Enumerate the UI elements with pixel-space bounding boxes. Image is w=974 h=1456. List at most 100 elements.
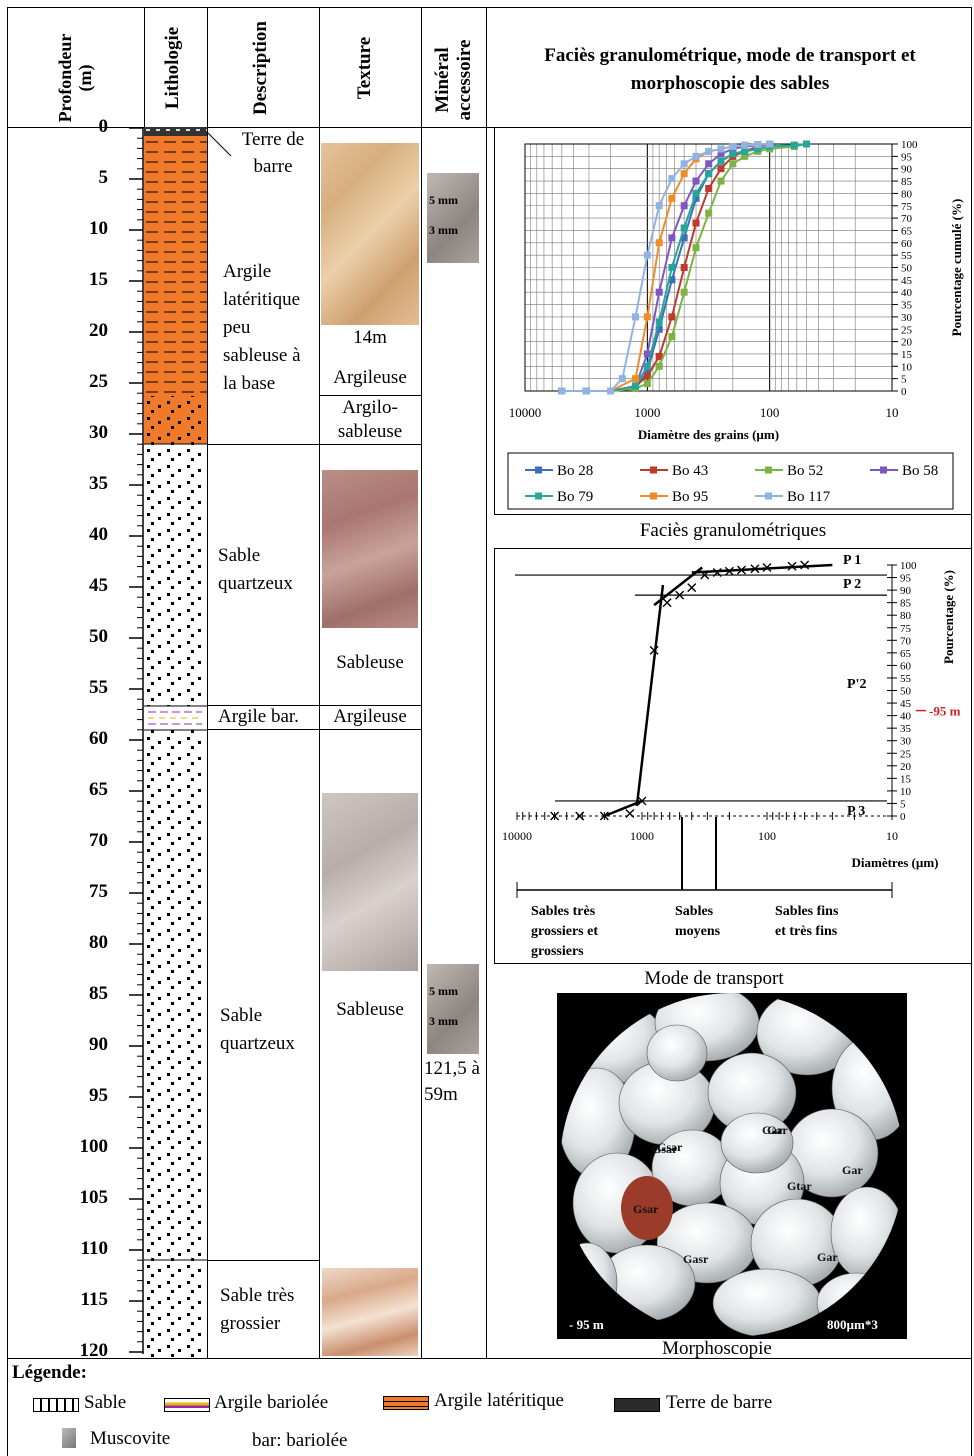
legend-muscovite-label: Muscovite	[90, 1428, 171, 1449]
chart1-point	[655, 352, 663, 360]
grain-label: Gsar	[633, 1202, 659, 1216]
chart2-y-tick: 90	[900, 585, 912, 597]
desc-terre-de-barre: Terre de barre	[241, 129, 305, 177]
depth-label: 10	[89, 218, 108, 239]
chart1-point	[754, 145, 762, 153]
chart2-xlabel: Diamètres (µm)	[851, 855, 938, 870]
depth-label: 75	[89, 881, 108, 902]
chart1-point	[766, 140, 774, 148]
chart1-line	[561, 143, 770, 392]
chart1-grid: 0510152025303540455055606570758085909510…	[524, 139, 918, 398]
chart1-y-tick: 70	[901, 213, 913, 225]
chart1-legend-label: Bo 95	[672, 489, 708, 505]
chart2-x-tick: 10	[886, 829, 898, 843]
chart1-y-tick: 75	[901, 201, 913, 213]
chart2-x-tick: 10000	[502, 829, 532, 843]
chart1-y-tick: 30	[901, 312, 913, 324]
muscovite-photo-2: 5 mm 3 mm	[427, 964, 479, 1054]
legend-sable-label: Sable	[84, 1392, 127, 1413]
chart1-legend: Bo 28 Bo 43 Bo 52 Bo 58 Bo 79 Bo 95 Bo 117	[507, 452, 954, 510]
texture-photo-argileuse	[321, 143, 419, 325]
chart1-point	[717, 157, 725, 165]
depth-label: 55	[89, 677, 108, 698]
chart1-point	[643, 362, 651, 370]
chart1-point	[631, 313, 639, 321]
chart1-x-tick: 1000	[634, 405, 660, 420]
chart2-y-tick: 40	[900, 711, 912, 723]
chart1-point	[680, 224, 688, 232]
depth-scale	[129, 127, 144, 1354]
chart1-x-tick: 10000	[509, 405, 542, 420]
legend-muscovite-swatch	[62, 1428, 76, 1448]
chart1-point	[655, 288, 663, 296]
chart1-xlabel: Diamètre des grains (µm)	[638, 427, 779, 442]
depth-label: 105	[79, 1187, 109, 1208]
chart1-point	[680, 288, 688, 296]
header-bottom-border	[7, 127, 971, 128]
chart1-point	[717, 150, 725, 158]
desc-argile-bar: Argile bar.	[218, 706, 299, 727]
chart2-marker: -95 m	[929, 704, 961, 719]
chart1-y-tick: 40	[901, 287, 913, 299]
chart2-point	[575, 811, 585, 821]
depth-label: 110	[80, 1238, 108, 1259]
chart1-point	[631, 382, 639, 390]
chart2-ylabel: Pourcentage (%)	[941, 570, 956, 664]
chart2-x-tick: 1000	[630, 829, 654, 843]
chart2-y-tick: 0	[900, 811, 906, 823]
litho-terre-de-barre	[144, 127, 207, 136]
legend-argile-bariolee-swatch	[164, 1398, 210, 1412]
desc-divider-3	[207, 729, 320, 730]
chart2-caption: Mode de transport	[644, 968, 784, 989]
legend-terre-de-barre-label: Terre de barre	[666, 1392, 773, 1413]
chart1-point	[668, 313, 676, 321]
chart1-point	[643, 367, 651, 375]
chart2-point	[675, 590, 685, 600]
col-divider-3	[319, 7, 320, 1358]
chart1-point	[705, 147, 713, 155]
table-left-border	[7, 7, 8, 1456]
chart2-point	[599, 811, 609, 821]
chart1-ylabel: Pourcentage cumulé (%)	[949, 199, 964, 337]
texture-divider-4	[319, 729, 421, 730]
chart2-transport: 0510152025303540455055606570758085909510…	[502, 553, 961, 959]
legend-argile-lateritique-swatch	[383, 1396, 429, 1410]
texture-argilo-sableuse: Argilo-sableuse	[337, 397, 403, 442]
chart2-x-tick: 100	[758, 829, 776, 843]
chart2-segment-p2	[653, 566, 703, 607]
depth-label: 115	[80, 1289, 108, 1310]
chart2-y-tick: 75	[900, 623, 912, 635]
depth-label: 90	[89, 1034, 108, 1055]
chart1-point	[705, 209, 713, 217]
chart2-y-tick: 100	[900, 560, 917, 572]
scale-5mm-1: 5 mm	[429, 193, 458, 207]
chart1-point	[680, 264, 688, 271]
photo-scale-label: 800µm*3	[827, 1317, 878, 1332]
legend-sable-swatch	[33, 1398, 79, 1412]
chart2-pop-label: P'2	[847, 677, 866, 692]
header-right-title: Faciès granulométrique, mode de transpor…	[544, 45, 916, 94]
chart1-point	[692, 219, 700, 227]
lithology-column	[144, 127, 207, 1358]
chart1-point	[618, 375, 626, 383]
chart1-point	[717, 165, 725, 173]
depth-label: 60	[89, 728, 108, 749]
depth-label: 20	[89, 320, 108, 341]
col-divider-2	[207, 7, 208, 1358]
chart1-point	[680, 160, 688, 168]
desc-divider-1	[207, 444, 320, 445]
chart2-y-tick: 20	[900, 761, 912, 773]
depth-label: 65	[89, 779, 108, 800]
chart1-point	[655, 202, 663, 210]
grain-label: Gsar	[657, 1140, 683, 1154]
chart1-point	[655, 318, 663, 326]
chart1-point	[668, 264, 676, 271]
desc-divider-2	[207, 705, 320, 706]
desc-sable-quartzeux-2: Sable quartzeux	[220, 1005, 295, 1054]
desc-sable-quartzeux-1: Sable quartzeux	[218, 545, 293, 594]
chart2-y-tick: 15	[900, 773, 912, 785]
depth-label: 15	[89, 269, 108, 290]
chart1-point	[655, 239, 663, 247]
chart1-y-tick: 10	[901, 361, 913, 373]
chart1-point	[680, 234, 688, 242]
